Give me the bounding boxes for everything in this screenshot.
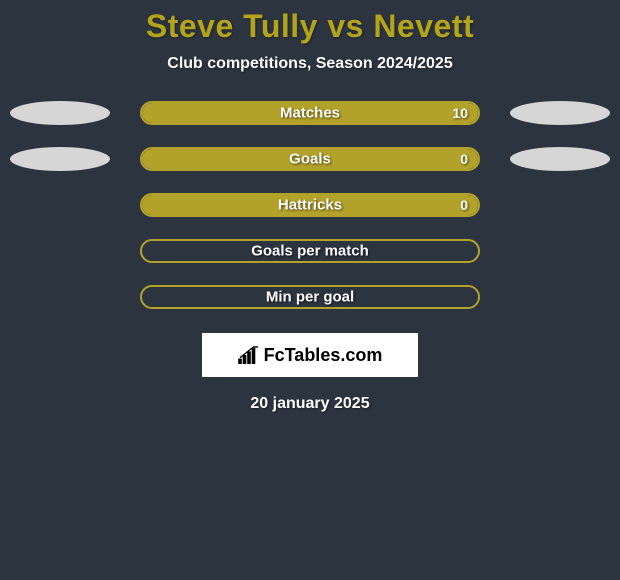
stat-label: Min per goal	[142, 289, 478, 306]
stat-value: 10	[452, 105, 468, 121]
stat-rows: Matches10Goals0Hattricks0Goals per match…	[0, 101, 620, 309]
stat-row: Matches10	[0, 101, 620, 125]
stat-bar: Goals0	[140, 147, 480, 171]
stat-row: Goals0	[0, 147, 620, 171]
player1-marker	[10, 147, 110, 171]
infographic-container: Steve Tully vs Nevett Club competitions,…	[0, 0, 620, 413]
page-subtitle: Club competitions, Season 2024/2025	[167, 55, 452, 73]
stat-value: 0	[460, 197, 468, 213]
logo-text: FcTables.com	[264, 345, 383, 366]
page-title: Steve Tully vs Nevett	[146, 8, 474, 45]
stat-label: Goals per match	[142, 243, 478, 260]
stat-value: 0	[460, 151, 468, 167]
stat-bar: Goals per match	[140, 239, 480, 263]
stat-label: Matches	[142, 105, 478, 122]
bars-icon	[238, 346, 260, 364]
stat-bar: Hattricks0	[140, 193, 480, 217]
stat-row: Min per goal	[0, 285, 620, 309]
date-text: 20 january 2025	[250, 395, 369, 413]
stat-bar: Matches10	[140, 101, 480, 125]
player2-marker	[510, 147, 610, 171]
stat-row: Hattricks0	[0, 193, 620, 217]
stat-bar: Min per goal	[140, 285, 480, 309]
stat-label: Goals	[142, 151, 478, 168]
logo-box: FcTables.com	[202, 333, 418, 377]
player1-marker	[10, 101, 110, 125]
stat-label: Hattricks	[142, 197, 478, 214]
stat-row: Goals per match	[0, 239, 620, 263]
player2-marker	[510, 101, 610, 125]
